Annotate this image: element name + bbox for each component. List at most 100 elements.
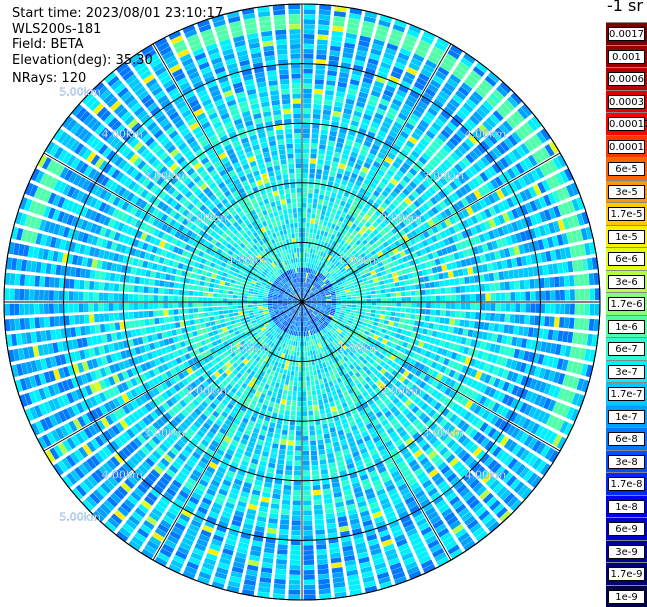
- ppi-cell: [415, 218, 423, 226]
- ppi-cell: [316, 429, 323, 436]
- ppi-cell: [463, 78, 476, 89]
- ppi-cell: [307, 263, 310, 268]
- ppi-cell: [326, 243, 331, 249]
- ppi-cell: [311, 300, 317, 302]
- ppi-cell: [277, 362, 282, 368]
- ppi-cell: [387, 222, 394, 230]
- ppi-cell: [324, 290, 330, 293]
- ppi-cell: [317, 272, 321, 277]
- ppi-cell: [435, 309, 441, 316]
- ppi-cell: [326, 306, 332, 308]
- ppi-cell: [316, 168, 323, 175]
- ppi-cell: [496, 260, 503, 270]
- ppi-cell: [404, 122, 415, 131]
- ppi-cell: [341, 117, 350, 125]
- ppi-cell: [574, 303, 580, 315]
- ppi-cell: [350, 264, 356, 270]
- ppi-cell: [461, 365, 469, 374]
- ppi-cell: [342, 270, 348, 275]
- ppi-cell: [501, 225, 510, 235]
- ppi-cell: [303, 331, 306, 337]
- ppi-cell: [311, 299, 317, 301]
- ppi-cell: [302, 366, 306, 372]
- ppi-cell: [305, 331, 308, 337]
- ppi-cell: [306, 222, 310, 228]
- ppi-cell: [311, 297, 317, 300]
- ppi-cell: [362, 113, 372, 121]
- ppi-cell: [357, 249, 364, 255]
- ppi-cell: [311, 303, 317, 305]
- ppi-cell: [496, 85, 508, 98]
- ppi-cell: [475, 293, 481, 301]
- ppi-cell: [403, 38, 416, 48]
- ppi-cell: [373, 264, 379, 270]
- ppi-cell: [340, 222, 347, 229]
- ppi-cell: [390, 70, 402, 80]
- ppi-cell: [303, 545, 314, 551]
- ppi-cell: [331, 272, 337, 277]
- ppi-cell: [307, 203, 312, 209]
- ppi-cell: [328, 286, 334, 290]
- ppi-cell: [305, 295, 310, 300]
- ppi-cell: [454, 65, 467, 76]
- ppi-cell: [564, 246, 572, 259]
- ppi-cell: [302, 416, 308, 421]
- ppi-cell: [515, 219, 524, 231]
- ppi-cell: [435, 180, 444, 189]
- ppi-cell: [362, 333, 368, 339]
- ppi-cell: [302, 242, 305, 248]
- ppi-cell: [324, 288, 329, 292]
- ppi-cell: [340, 158, 348, 165]
- ppi-cell: [447, 270, 454, 278]
- ppi-cell: [487, 71, 500, 84]
- ppi-cell: [435, 151, 445, 161]
- ppi-cell: [328, 238, 334, 245]
- ppi-cell: [472, 147, 483, 158]
- ppi-cell: [397, 52, 410, 61]
- ppi-cell: [511, 385, 520, 396]
- ppi-cell: [342, 318, 349, 322]
- ppi-cell: [328, 381, 334, 387]
- ppi-cell: [350, 275, 357, 280]
- ppi-cell: [359, 86, 370, 94]
- ppi-cell: [290, 415, 296, 421]
- ppi-cell: [346, 93, 356, 101]
- ppi-cell: [452, 133, 463, 143]
- ppi-cell: [315, 74, 325, 80]
- ppi-cell: [322, 114, 331, 121]
- ppi-cell: [405, 313, 411, 319]
- ppi-cell: [434, 338, 441, 346]
- ppi-cell: [327, 452, 335, 459]
- ppi-cell: [225, 334, 231, 340]
- ppi-cell: [325, 293, 331, 296]
- ppi-cell: [405, 184, 414, 193]
- ppi-cell: [347, 280, 353, 284]
- ppi-cell: [316, 434, 323, 440]
- ppi-cell: [411, 86, 423, 95]
- ppi-cell: [367, 152, 376, 160]
- ppi-cell: [362, 77, 373, 85]
- ppi-cell: [322, 428, 330, 435]
- ppi-cell: [537, 410, 547, 423]
- ppi-cell: [290, 370, 295, 376]
- ppi-cell: [474, 370, 483, 380]
- ppi-cell: [296, 416, 302, 421]
- ppi-cell: [306, 298, 312, 301]
- ppi-cell: [320, 307, 326, 310]
- ppi-cell: [422, 30, 436, 41]
- ppi-cell: [385, 352, 392, 359]
- ppi-cell: [542, 238, 550, 249]
- ppi-cell: [303, 58, 314, 64]
- ppi-cell: [326, 260, 331, 266]
- ppi-cell: [302, 207, 307, 213]
- ppi-cell: [389, 282, 395, 288]
- ppi-cell: [444, 377, 452, 386]
- ppi-cell: [519, 402, 529, 414]
- ppi-cell: [524, 279, 530, 289]
- ppi-cell: [285, 379, 290, 386]
- ppi-cell: [311, 303, 317, 305]
- ppi-cell: [572, 332, 579, 344]
- ppi-cell: [396, 270, 403, 276]
- ppi-cell: [456, 394, 465, 404]
- ppi-cell: [543, 429, 554, 442]
